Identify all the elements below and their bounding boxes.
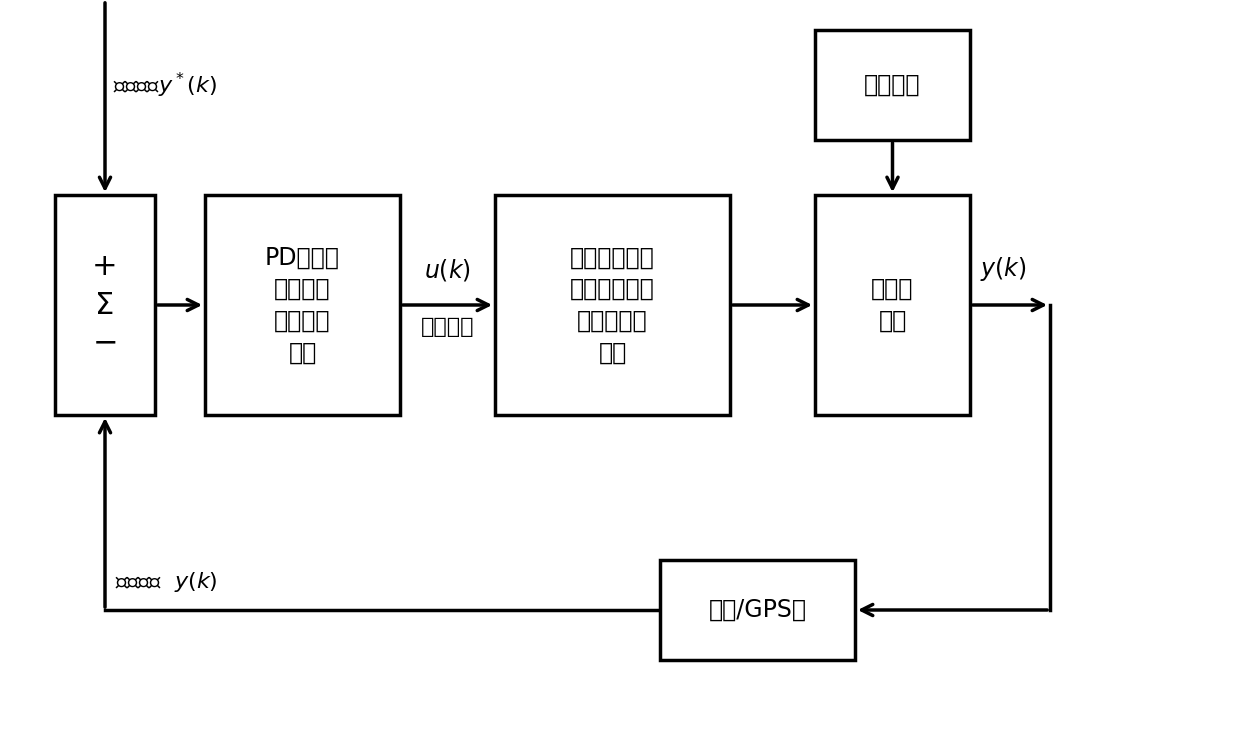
- Text: 推进机构（螺
旋桨或噴水推
进等推进模
式）: 推进机构（螺 旋桨或噴水推 进等推进模 式）: [570, 245, 655, 364]
- Text: 惯导/GPS等: 惯导/GPS等: [708, 598, 806, 622]
- Text: $u(k)$: $u(k)$: [424, 257, 471, 283]
- Text: PD型紧格
式无模型
自适应控
制器: PD型紧格 式无模型 自适应控 制器: [265, 245, 340, 364]
- Text: 海洋运
载器: 海洋运 载器: [872, 278, 914, 333]
- Text: 期望指令: 期望指令: [420, 317, 474, 337]
- Text: 期望航速$y^*(k)$: 期望航速$y^*(k)$: [113, 70, 217, 100]
- Text: $y(k)$: $y(k)$: [980, 255, 1027, 283]
- Text: 实际航速  $y(k)$: 实际航速 $y(k)$: [115, 570, 218, 594]
- Bar: [815, 30, 970, 140]
- Bar: [815, 195, 970, 415]
- Bar: [205, 195, 401, 415]
- Bar: [55, 195, 155, 415]
- Text: +
Σ
−: + Σ −: [92, 252, 118, 358]
- Text: 环境干扰: 环境干扰: [864, 73, 921, 97]
- Bar: [660, 560, 856, 660]
- Bar: [495, 195, 730, 415]
